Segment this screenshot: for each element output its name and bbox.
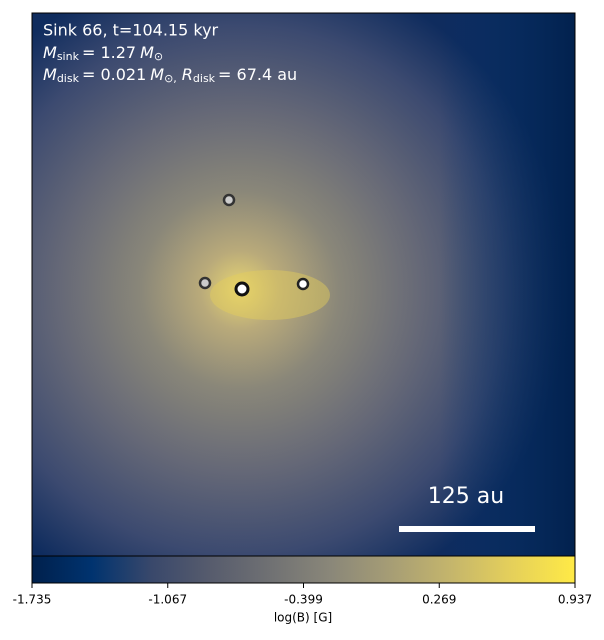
tick-label: -1.067 bbox=[148, 593, 187, 607]
tick-label: 0.937 bbox=[558, 593, 592, 607]
mass-line: Msink = 1.27 M⊙ bbox=[43, 43, 163, 64]
scale-bar bbox=[399, 526, 535, 532]
sink bbox=[198, 276, 212, 290]
disk-line: Mdisk = 0.021 M⊙, Rdisk = 67.4 au bbox=[43, 65, 297, 86]
colorbar bbox=[31, 555, 576, 584]
title: Sink 66, t=104.15 kyr bbox=[43, 21, 219, 40]
sink bbox=[296, 277, 310, 291]
tick-label: 0.269 bbox=[422, 593, 456, 607]
tick-label: -0.399 bbox=[284, 593, 323, 607]
map bbox=[32, 13, 575, 556]
scale-bar-label: 125 au bbox=[428, 484, 504, 509]
tick-label: -1.735 bbox=[13, 593, 52, 607]
colorbar-ticks: -1.735 -1.067 -0.399 0.269 0.937 bbox=[13, 583, 592, 607]
disk-glow bbox=[210, 270, 330, 320]
colorbar-label: log(B) [G] bbox=[274, 611, 332, 625]
sink bbox=[222, 193, 236, 207]
sink-main bbox=[234, 281, 250, 297]
